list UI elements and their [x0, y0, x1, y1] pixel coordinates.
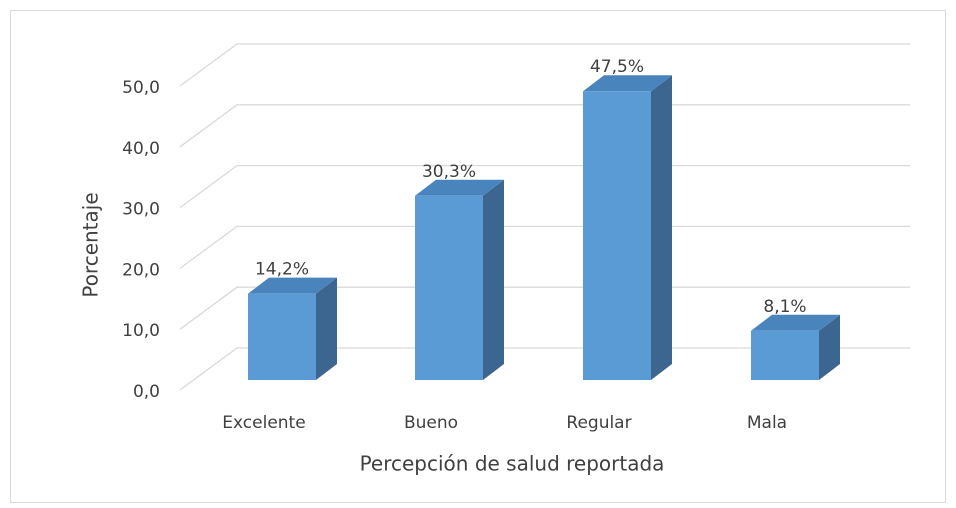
grid-line: [179, 286, 910, 330]
y-tick-label: 20,0: [122, 260, 160, 280]
y-tick-label: 50,0: [122, 78, 160, 98]
bar-side: [316, 277, 337, 380]
grid-line: [179, 43, 910, 87]
bar: [415, 179, 504, 380]
bar-side: [651, 75, 672, 380]
data-label: 14,2%: [255, 260, 309, 280]
data-label: 47,5%: [590, 57, 644, 77]
grid-line: [179, 347, 910, 391]
y-tick-label: 10,0: [122, 321, 160, 341]
grid-line: [179, 164, 910, 209]
grid-line: [179, 225, 910, 269]
bar: [248, 277, 337, 380]
bar-front: [583, 91, 651, 380]
x-tick-label: Bueno: [404, 413, 458, 433]
bar-side: [819, 314, 840, 380]
bar-front: [751, 330, 819, 380]
bar: [583, 75, 672, 380]
x-tick-label: Excelente: [222, 413, 305, 433]
x-tick-label: Mala: [747, 413, 787, 433]
bar-top: [248, 277, 337, 294]
bar-top: [415, 179, 504, 196]
y-axis-title: Porcentaje: [79, 192, 103, 297]
x-axis-title: Percepción de salud reportada: [360, 452, 665, 476]
bar: [751, 314, 840, 380]
y-tick-label: 40,0: [122, 139, 160, 159]
y-tick-label: 0,0: [133, 382, 160, 402]
bar-front: [415, 195, 483, 380]
grid-line: [179, 104, 910, 148]
bar-front: [248, 293, 316, 380]
y-tick-label: 30,0: [122, 200, 160, 220]
bar-side: [483, 179, 504, 380]
x-tick-label: Regular: [566, 413, 631, 433]
data-label: 8,1%: [763, 297, 806, 317]
bar-top: [751, 314, 840, 331]
data-label: 30,3%: [422, 162, 476, 182]
bar-top: [583, 75, 672, 92]
